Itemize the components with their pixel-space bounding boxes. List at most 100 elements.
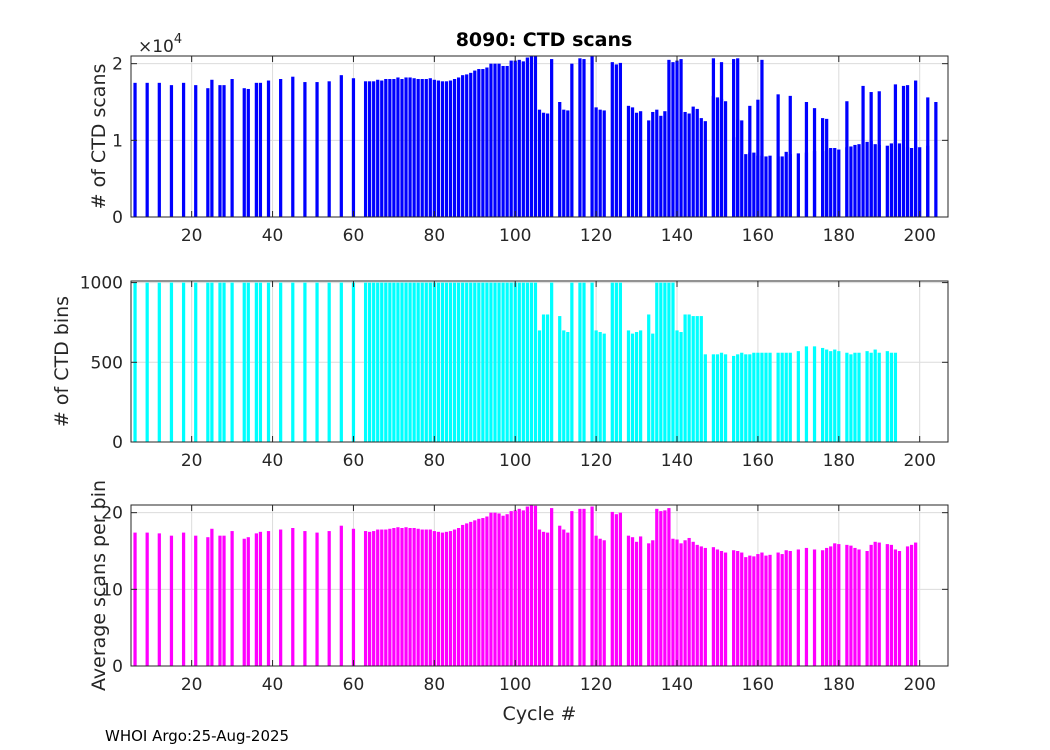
data-bar xyxy=(384,79,388,217)
data-bar xyxy=(452,79,457,217)
data-bar xyxy=(630,333,635,442)
data-bar xyxy=(833,148,837,217)
data-bar xyxy=(537,109,542,217)
data-bar xyxy=(550,508,554,666)
data-bar xyxy=(448,531,453,666)
data-bar xyxy=(384,529,388,666)
axes-frame xyxy=(130,504,949,667)
data-bar xyxy=(157,533,161,666)
data-bar xyxy=(291,282,295,442)
data-bar xyxy=(408,282,412,442)
data-bar xyxy=(776,352,780,442)
data-bar xyxy=(521,282,525,442)
data-bar xyxy=(541,531,546,666)
data-bar xyxy=(675,539,679,666)
data-bar xyxy=(206,537,210,666)
data-bar xyxy=(723,552,728,666)
data-bar xyxy=(558,102,562,217)
data-bar xyxy=(804,102,809,217)
data-bar xyxy=(667,508,671,666)
data-bar xyxy=(169,282,174,442)
data-bar xyxy=(218,282,222,442)
data-bar xyxy=(242,538,246,666)
data-bar xyxy=(497,282,501,442)
data-bar xyxy=(222,282,226,442)
data-bar xyxy=(675,60,679,217)
data-bar xyxy=(469,521,473,666)
data-bar xyxy=(368,531,372,666)
data-bar xyxy=(242,88,246,217)
x-tick-label: 100 xyxy=(499,451,531,471)
data-bar xyxy=(566,110,570,217)
x-tick-label: 120 xyxy=(580,226,612,246)
data-bar xyxy=(671,62,675,218)
data-bar xyxy=(768,352,772,442)
data-bar xyxy=(885,544,889,666)
data-bar xyxy=(695,316,699,442)
data-bar xyxy=(541,112,546,217)
data-bar xyxy=(266,282,271,442)
x-tick-label: 80 xyxy=(424,226,446,246)
data-bar xyxy=(432,282,436,442)
data-bar xyxy=(582,282,586,442)
data-bar xyxy=(893,352,898,442)
data-bar xyxy=(869,92,873,217)
data-bar xyxy=(845,544,849,666)
data-bar xyxy=(440,532,445,666)
data-bar xyxy=(505,282,509,442)
data-bar xyxy=(618,282,623,442)
panel-ctd-scans: 20 40 60 80 100 120 140 160 180 200 0 1 2# of CTD sc… xyxy=(88,55,949,246)
x-tick-label: 20 xyxy=(181,226,203,246)
data-bar xyxy=(873,349,877,442)
data-bar xyxy=(748,555,752,666)
x-tick-label: 60 xyxy=(343,226,365,246)
data-bar xyxy=(602,333,606,442)
data-bar xyxy=(456,282,461,442)
data-bar xyxy=(392,282,396,442)
data-bar xyxy=(456,528,461,666)
data-bar xyxy=(380,282,384,442)
data-bar xyxy=(517,282,521,442)
data-bar xyxy=(638,330,643,442)
data-bar xyxy=(558,316,562,442)
data-bar xyxy=(873,541,877,666)
data-bar xyxy=(764,555,768,666)
data-bar xyxy=(363,81,368,217)
data-bar xyxy=(703,121,707,217)
data-bar xyxy=(837,351,841,442)
data-bar xyxy=(784,550,788,666)
data-bar xyxy=(541,314,546,442)
data-bar xyxy=(218,535,222,666)
x-tick-label: 80 xyxy=(424,675,446,695)
data-bar xyxy=(513,282,517,442)
data-bar xyxy=(655,508,659,666)
data-bar xyxy=(768,155,772,217)
data-bar xyxy=(400,528,404,666)
data-bar xyxy=(723,101,728,217)
data-bar xyxy=(691,316,695,442)
data-bar xyxy=(719,352,724,442)
data-bar xyxy=(877,91,881,217)
data-bar xyxy=(905,85,910,217)
data-bar xyxy=(303,82,307,217)
x-tick-label: 200 xyxy=(903,451,935,471)
data-bar xyxy=(452,529,457,666)
data-bar xyxy=(651,111,655,217)
data-bar xyxy=(760,59,764,218)
data-bar xyxy=(926,97,930,217)
data-bar xyxy=(626,535,631,666)
data-bar xyxy=(570,63,574,217)
data-bar xyxy=(651,540,655,666)
data-bar xyxy=(804,547,809,666)
data-bar xyxy=(400,282,404,442)
data-bar xyxy=(194,282,198,442)
data-bar xyxy=(218,85,222,217)
data-bar xyxy=(246,88,250,217)
data-bar xyxy=(428,529,432,666)
data-bar xyxy=(517,59,521,218)
data-bar xyxy=(893,549,898,666)
y-tick-label: 0 xyxy=(112,208,123,228)
data-bar xyxy=(849,545,853,666)
data-bar xyxy=(444,282,449,442)
